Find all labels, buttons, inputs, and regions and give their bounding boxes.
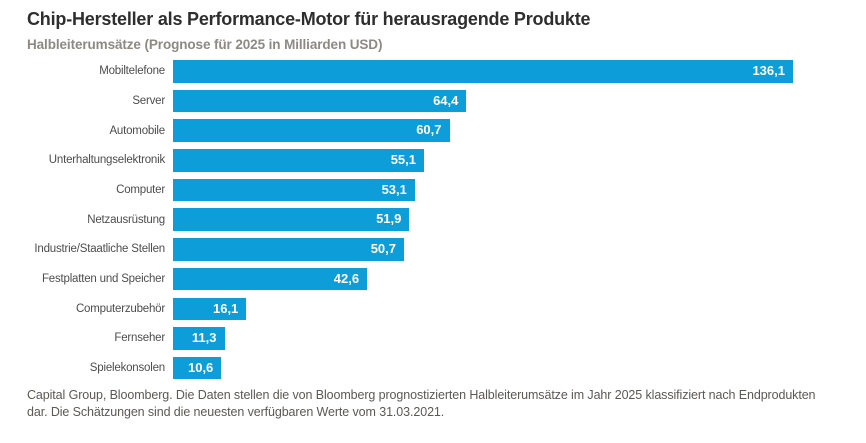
bar-row: Server 64,4 (0, 89, 866, 113)
value-label: 136,1 (752, 63, 785, 78)
bar: 53,1 (173, 178, 415, 202)
bar-track: 50,7 (173, 238, 866, 261)
category-label: Festplatten und Speicher (41, 273, 165, 286)
bar-row: Netzausrüstung 51,9 (0, 208, 866, 231)
value-label: 51,9 (376, 211, 402, 227)
bar-row: Computerzubehör 16,1 (0, 297, 866, 320)
category-label: Spielekonsolen (89, 362, 165, 375)
bar-track: 10,6 (173, 356, 866, 380)
bar: 10,6 (173, 356, 222, 380)
bar: 55,1 (173, 149, 424, 172)
bar: 60,7 (173, 119, 450, 142)
bar: 16,1 (173, 297, 247, 320)
bar: 42,6 (173, 267, 368, 291)
bar-track: 11,3 (173, 327, 866, 350)
value-label: 42,6 (333, 270, 360, 286)
category-label: Automobile (109, 124, 165, 137)
source-note: Capital Group, Bloomberg. Die Daten stel… (27, 388, 816, 419)
bar-row: Industrie/Staatliche Stellen 50,7 (0, 238, 866, 261)
bar-row: Festplatten und Speicher 42,6 (0, 267, 866, 291)
bar-track: 53,1 (173, 178, 866, 202)
value-label: 16,1 (212, 300, 239, 316)
bar-chart: Mobiltelefone 136,1 Server 64,4 Automobile 60… (0, 60, 866, 380)
category-label: Computerzubehör (75, 302, 165, 315)
value-label: 60,7 (416, 122, 442, 138)
bar: 50,7 (173, 238, 404, 261)
category-label: Computer (116, 184, 165, 196)
bar-track: 64,4 (173, 89, 866, 113)
category-label: Server (132, 94, 165, 107)
category-label: Industrie/Staatliche Stellen (34, 243, 165, 256)
value-label: 55,1 (390, 152, 416, 168)
bar: 11,3 (173, 327, 225, 350)
value-label: 53,1 (381, 181, 407, 197)
chart-subtitle: Halbleiterumsätze (Prognose für 2025 in … (27, 37, 383, 52)
bar-row: Unterhaltungselektronik 55,1 (0, 149, 866, 172)
value-label: 11,3 (191, 330, 217, 346)
bar-track: 136,1 (173, 60, 866, 83)
bar-track: 42,6 (173, 267, 866, 291)
bar-row: Fernseher 11,3 (0, 327, 866, 350)
value-label: 50,7 (370, 241, 396, 257)
bar: 64,4 (173, 89, 467, 113)
bar: 51,9 (173, 208, 410, 231)
category-label: Fernseher (114, 332, 165, 345)
value-label: 10,6 (187, 359, 214, 375)
bar-row: Spielekonsolen 10,6 (0, 356, 866, 380)
bar-track: 55,1 (173, 149, 866, 172)
bar-track: 16,1 (173, 297, 866, 320)
category-label: Mobiltelefone (99, 65, 165, 78)
bar-track: 60,7 (173, 119, 866, 142)
bar-row: Automobile 60,7 (0, 119, 866, 142)
category-label: Netzausrüstung (87, 213, 165, 226)
bar-row: Mobiltelefone 136,1 (0, 60, 866, 83)
bar: 136,1 (173, 60, 793, 83)
category-label: Unterhaltungselektronik (48, 154, 165, 167)
value-label: 64,4 (433, 92, 459, 108)
bar-row: Computer 53,1 (0, 178, 866, 202)
bar-track: 51,9 (173, 208, 866, 231)
chart-title: Chip-Hersteller als Performance-Motor fü… (27, 9, 591, 29)
